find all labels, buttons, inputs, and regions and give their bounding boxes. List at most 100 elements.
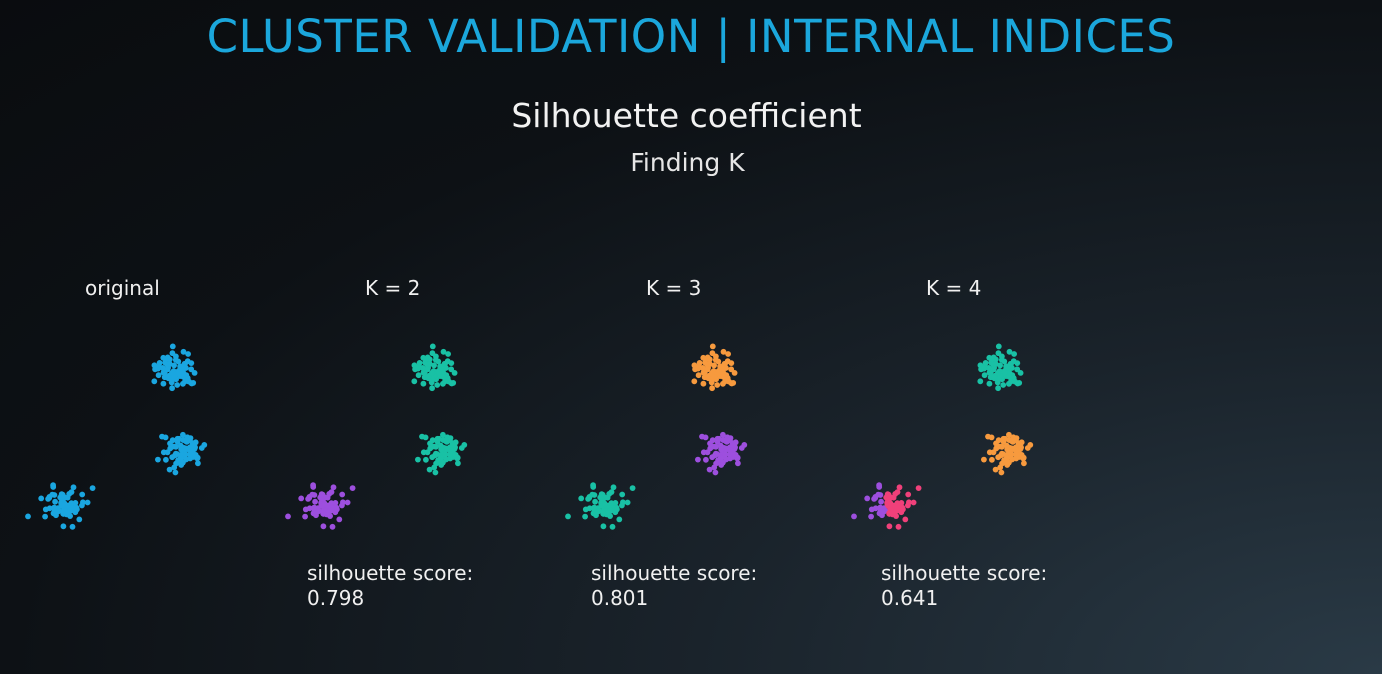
data-point xyxy=(429,437,436,444)
data-point xyxy=(175,358,182,365)
data-point xyxy=(76,516,83,523)
data-point xyxy=(25,513,31,520)
data-point xyxy=(165,374,171,380)
data-point xyxy=(328,489,335,495)
cluster-3-2 xyxy=(851,482,922,530)
data-point xyxy=(166,361,173,367)
data-point xyxy=(440,348,447,355)
data-point xyxy=(1008,451,1015,458)
data-point xyxy=(991,374,997,380)
data-point xyxy=(990,366,997,373)
data-point xyxy=(320,510,326,517)
data-point xyxy=(443,445,450,452)
data-point xyxy=(851,513,857,520)
data-point xyxy=(431,464,438,471)
data-point xyxy=(709,343,716,350)
data-point xyxy=(700,369,707,376)
data-point xyxy=(1009,365,1015,371)
data-point xyxy=(600,510,606,517)
data-point xyxy=(415,372,422,379)
data-point xyxy=(709,370,715,376)
data-point xyxy=(447,455,454,462)
data-point xyxy=(190,441,197,448)
data-point xyxy=(878,498,884,505)
data-point xyxy=(168,444,174,451)
data-point xyxy=(166,466,173,473)
score-value-k4: 0.641 xyxy=(881,586,939,610)
data-point xyxy=(438,446,445,453)
data-point xyxy=(156,360,163,366)
data-point xyxy=(609,523,616,530)
data-point xyxy=(198,445,205,451)
cluster-2-2 xyxy=(565,482,636,530)
data-point xyxy=(715,358,722,365)
data-point xyxy=(1006,431,1012,438)
data-point xyxy=(183,445,190,452)
data-point xyxy=(723,445,730,452)
data-point xyxy=(597,494,604,501)
data-point xyxy=(722,451,729,458)
data-point xyxy=(448,380,455,387)
data-point xyxy=(442,451,449,458)
data-point xyxy=(706,466,713,473)
data-point xyxy=(69,523,76,530)
data-point xyxy=(320,523,327,530)
data-point xyxy=(38,495,45,502)
data-point xyxy=(691,378,698,385)
data-point xyxy=(712,469,719,476)
data-point xyxy=(709,385,715,392)
panel-label-k2: K = 2 xyxy=(365,276,421,300)
data-point xyxy=(1001,369,1008,376)
data-point xyxy=(872,505,879,512)
data-point xyxy=(426,466,433,473)
data-point xyxy=(986,369,993,376)
data-point xyxy=(619,491,626,498)
data-point xyxy=(700,380,707,387)
data-point xyxy=(89,485,96,491)
data-point xyxy=(425,374,431,380)
data-point xyxy=(883,494,890,501)
data-point xyxy=(1013,455,1020,462)
data-point xyxy=(1013,451,1019,458)
data-point xyxy=(992,466,999,473)
data-point xyxy=(54,508,61,515)
data-point xyxy=(706,361,713,367)
data-point xyxy=(988,434,995,441)
data-point xyxy=(447,451,453,458)
data-point xyxy=(994,444,1000,451)
data-point xyxy=(565,513,571,520)
data-point xyxy=(1018,452,1025,458)
data-point xyxy=(888,501,894,508)
data-point xyxy=(711,362,717,369)
data-point xyxy=(578,495,585,502)
data-point xyxy=(432,469,439,476)
data-point xyxy=(187,451,193,458)
data-point xyxy=(51,504,58,511)
data-point xyxy=(450,441,457,448)
data-point xyxy=(723,365,729,371)
data-point xyxy=(720,431,726,438)
cluster-1-1 xyxy=(415,431,468,476)
data-point xyxy=(455,460,461,467)
data-point xyxy=(695,372,702,379)
data-point xyxy=(997,464,1004,471)
data-point xyxy=(703,356,709,362)
data-point xyxy=(1006,348,1013,355)
data-point xyxy=(725,351,731,357)
data-point xyxy=(722,378,728,385)
data-point xyxy=(1009,445,1016,452)
data-point xyxy=(895,523,902,530)
data-point xyxy=(424,449,431,456)
data-point xyxy=(982,360,989,366)
cluster-1-2 xyxy=(285,482,356,530)
data-point xyxy=(173,450,179,457)
data-point xyxy=(60,523,67,530)
data-point xyxy=(180,431,186,438)
data-point xyxy=(890,494,897,501)
data-point xyxy=(164,366,171,373)
data-point xyxy=(877,504,884,511)
data-point xyxy=(711,464,718,471)
data-point xyxy=(608,489,615,495)
data-point xyxy=(298,495,305,502)
slide-subsubtitle: Finding K xyxy=(630,148,745,177)
